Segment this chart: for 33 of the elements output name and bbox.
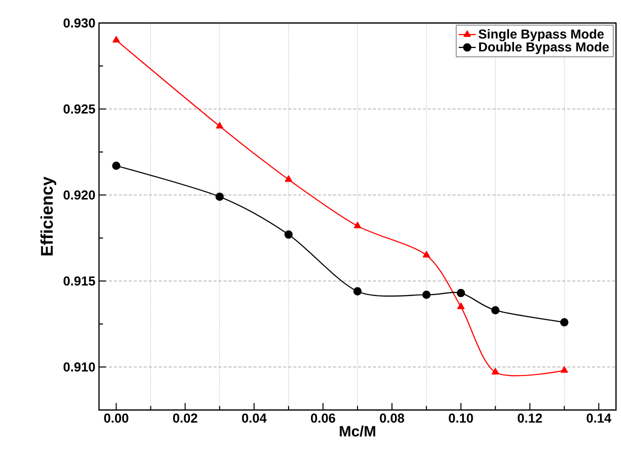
point [284, 175, 292, 182]
legend-label: Single Bypass Mode [478, 29, 604, 42]
y-tick-label: 0.910 [64, 362, 95, 372]
point [457, 302, 465, 310]
point [216, 192, 224, 201]
point [422, 290, 431, 299]
y-tick-label: 0.915 [64, 276, 96, 286]
x-tick-label: 0.10 [448, 414, 473, 423]
point [560, 366, 568, 373]
x-tick-label: 0.14 [586, 414, 612, 423]
point [492, 368, 500, 375]
point [284, 230, 293, 239]
point [354, 222, 362, 228]
point [353, 287, 362, 296]
point [112, 162, 120, 170]
y-tick-label: 0.930 [64, 18, 95, 28]
y-tick-label: 0.920 [64, 190, 95, 200]
x-tick-label: 0.06 [310, 414, 336, 423]
x-tick-label: 0.12 [518, 414, 542, 423]
x-tick-label: 0.02 [173, 414, 198, 423]
x-axis-title: Mc/M [340, 426, 376, 437]
point [560, 318, 568, 326]
x-tick-label: 0.00 [104, 414, 128, 423]
y-tick-label: 0.925 [64, 104, 96, 114]
y-axis-title: Efficiency [40, 176, 56, 256]
legend-label: Double Bypass Mode [479, 42, 609, 54]
x-tick-label: 0.04 [242, 414, 267, 423]
point [216, 122, 224, 129]
x-tick-label: 0.08 [380, 414, 404, 423]
point [491, 306, 500, 314]
point [422, 251, 430, 258]
point [112, 36, 120, 43]
point [456, 288, 466, 298]
